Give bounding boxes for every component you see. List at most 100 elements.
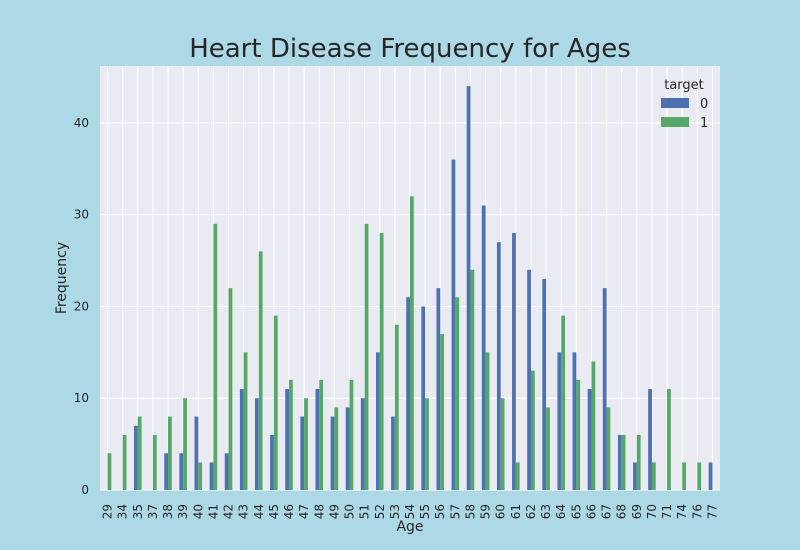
x-tick-label: 66 [584, 504, 598, 519]
bar-target-0 [285, 389, 290, 490]
y-tick-label: 10 [74, 391, 89, 405]
bar-target-1 [621, 434, 626, 490]
x-tick-label: 65 [569, 504, 583, 519]
bar-target-1 [243, 352, 248, 490]
bar-target-1 [636, 434, 641, 490]
bar-target-0 [224, 453, 229, 490]
x-tick-label: 38 [161, 504, 175, 519]
x-tick-label: 42 [222, 504, 236, 519]
x-tick-label: 48 [312, 504, 326, 519]
x-tick-label: 68 [615, 504, 629, 519]
x-tick-label: 76 [690, 504, 704, 519]
bar-target-0 [587, 389, 592, 490]
bar-target-0 [391, 416, 395, 490]
x-tick-label: 47 [297, 504, 311, 519]
bar-target-1 [122, 434, 127, 490]
x-tick-label: 41 [206, 504, 220, 519]
bar-target-1 [455, 297, 460, 490]
x-tick-label: 45 [267, 504, 281, 519]
bar-target-1 [394, 324, 399, 490]
x-tick-label: 67 [600, 504, 614, 519]
bar-target-0 [315, 389, 320, 490]
bar-target-0 [239, 389, 244, 490]
bar-target-0 [466, 86, 471, 490]
x-tick-label: 63 [539, 504, 553, 519]
x-tick-label: 59 [479, 504, 493, 519]
bar-target-0 [451, 159, 456, 490]
bar-target-0 [481, 205, 486, 490]
bar-target-1 [107, 453, 112, 490]
x-tick-label: 37 [146, 504, 160, 519]
x-tick-label: 56 [433, 504, 447, 519]
x-tick-label: 40 [191, 504, 205, 519]
bar-target-0 [345, 407, 350, 490]
x-axis-label: Age [396, 519, 423, 535]
x-tick-label: 46 [282, 504, 296, 519]
legend-swatch-0 [661, 98, 689, 108]
bar-target-0 [360, 398, 365, 490]
bar-target-1 [349, 379, 354, 490]
bar-target-0 [421, 306, 426, 490]
x-tick-label: 77 [705, 504, 719, 519]
x-tick-label: 29 [101, 504, 115, 519]
x-tick-label: 74 [675, 504, 689, 519]
bar-target-1 [576, 379, 581, 490]
bar-target-0 [330, 416, 335, 490]
bar-target-0 [436, 288, 441, 490]
bar-target-1 [258, 251, 263, 490]
bar-target-1 [198, 462, 203, 490]
bar-target-0 [134, 425, 138, 490]
x-tick-label: 57 [448, 504, 462, 519]
legend-label-1: 1 [700, 116, 708, 131]
bar-target-0 [406, 297, 410, 490]
bar-target-0 [194, 416, 199, 490]
x-tick-label: 62 [524, 504, 538, 519]
bar-target-1 [530, 370, 535, 490]
bar-target-1 [334, 407, 339, 490]
bar-target-1 [304, 398, 308, 490]
y-tick-label: 40 [74, 116, 89, 130]
bar-target-1 [183, 398, 187, 490]
y-tick-label: 30 [74, 208, 89, 222]
bar-target-0 [572, 352, 577, 490]
x-tick-label: 69 [630, 504, 644, 519]
bar-target-0 [617, 434, 622, 490]
bar-target-1 [697, 462, 702, 490]
x-tick-label: 70 [645, 504, 659, 519]
bar-target-1 [228, 288, 233, 490]
x-tick-label: 43 [237, 504, 251, 519]
x-tick-label: 52 [373, 504, 387, 519]
bar-target-0 [375, 352, 380, 490]
x-tick-label: 60 [494, 504, 508, 519]
bar-target-0 [209, 462, 214, 490]
bar-target-1 [213, 223, 218, 490]
x-tick-label: 64 [554, 504, 568, 519]
x-tick-label: 34 [116, 504, 130, 519]
legend-label-0: 0 [700, 97, 708, 112]
legend-title: target [664, 78, 704, 93]
bar-target-0 [179, 453, 184, 490]
chart-title: Heart Disease Frequency for Ages [189, 34, 631, 64]
bar-target-0 [527, 269, 531, 490]
bar-target-1 [152, 434, 157, 490]
legend: target 0 1 [661, 78, 708, 131]
bar-target-0 [496, 242, 501, 490]
bar-target-1 [168, 416, 172, 490]
bar-target-1 [485, 352, 490, 490]
bar-target-0 [300, 416, 305, 490]
bar-target-0 [255, 398, 259, 490]
bar-target-1 [440, 333, 445, 490]
x-tick-label: 71 [660, 504, 674, 519]
bar-target-1 [561, 315, 565, 490]
x-tick-label: 39 [176, 504, 190, 519]
bar-target-0 [542, 278, 547, 490]
bar-target-0 [633, 462, 637, 490]
bar-target-0 [648, 389, 652, 490]
x-tick-label: 53 [388, 504, 402, 519]
bar-target-1 [289, 379, 293, 490]
bar-target-0 [557, 352, 562, 490]
x-tick-label: 51 [358, 504, 372, 519]
x-tick-label: 50 [343, 504, 357, 519]
